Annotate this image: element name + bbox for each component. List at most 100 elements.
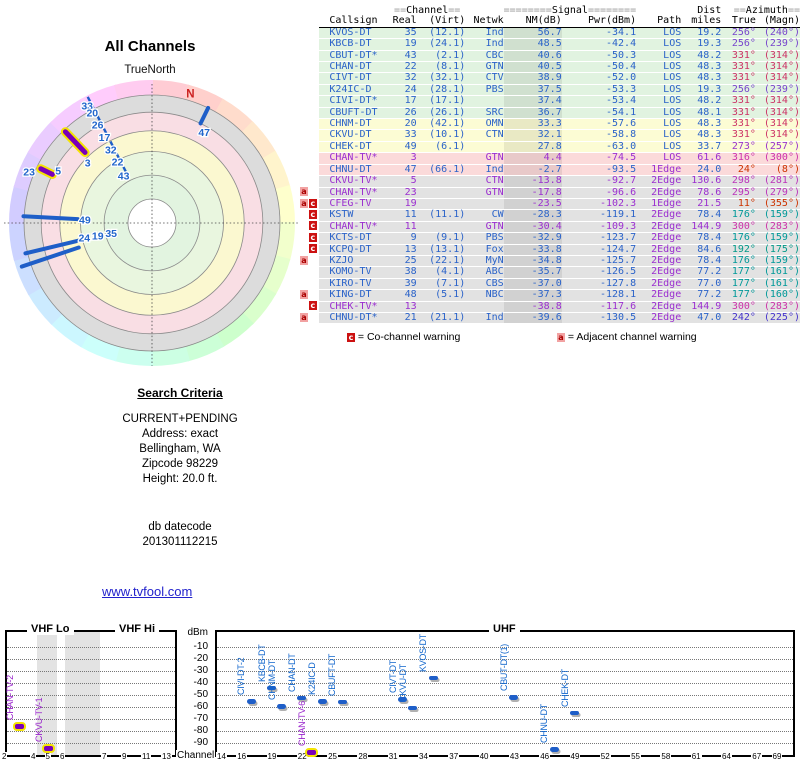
distance-cell: 19.3 [681,84,722,97]
callsign-cell: KZJO [319,255,390,268]
true-azimuth-cell: 192° [721,244,756,256]
adjacent-channel-warning-icon: a [557,332,565,342]
channel-marker-label: CHAN-DT [286,653,297,692]
channel-group-header: ==Channel== [389,5,466,17]
hue-ring-segment [79,84,121,115]
power-dbm-cell: -117.6 [561,301,637,313]
gridline [217,731,793,732]
true-azimuth-cell: 256° [721,84,756,97]
channel-tick-label: 5 [44,752,51,761]
callsign-cell: CIVI-DT* [319,95,390,108]
channel-marker-label: CHAN-TV-6 [296,701,307,746]
warning-cell [308,118,320,130]
radar-channel-label: 3 [85,158,91,170]
distance-cell: 33.7 [681,141,722,154]
co-channel-warning-icon: c [347,332,355,342]
nm-db-cell: 36.7 [503,107,562,120]
channel-tick-label: 22 [296,752,308,761]
channel-marker-label: CHEK-DT [559,668,570,707]
table-header-groups: ==Channel== ========Signal======== Dist … [300,5,800,17]
true-north-label: TrueNorth [124,64,176,76]
adjacent-warning-icon: a [300,187,308,197]
path-cell: LOS [636,84,682,97]
network-cell: ABC [465,266,504,279]
warning-cell [308,312,320,324]
warning-cell [300,61,309,73]
channel-marker [305,748,319,757]
virtual-channel-cell: (42.1) [416,118,466,131]
warning-cell [300,84,309,96]
power-dbm-cell: -54.1 [561,107,637,120]
warning-cell [308,61,320,73]
virtual-channel-cell [416,221,466,234]
callsign-cell: CHAN-DT [319,61,390,74]
channel-marker-label: KVOS-DT [418,633,429,672]
warning-cell [308,266,320,279]
analog-channel-line [38,166,55,177]
virtual-channel-cell: (7.1) [416,278,466,291]
path-cell: 2Edge [636,187,682,199]
warning-cell [300,175,309,187]
callsign-cell: KCTS-DT [319,232,390,245]
channel-marker [277,704,287,709]
power-dbm-cell: -96.6 [561,187,637,199]
path-cell: 2Edge [636,301,682,313]
hue-ring-segment [240,285,277,325]
network-cell [465,301,504,313]
radar-channel-label: 35 [105,228,117,240]
channel-marker [398,697,408,702]
true-azimuth-cell: 331° [721,50,756,63]
magnetic-azimuth-cell: (314°) [755,50,800,63]
distance-cell: 77.2 [681,289,722,302]
tvfool-link[interactable]: www.tvfool.com [102,584,193,599]
magnetic-azimuth-cell: (225°) [755,312,800,325]
path-cell: 2Edge [636,289,682,302]
channel-marker-label: CHNU-DT [539,704,550,744]
hue-ring-segment [27,285,64,325]
true-azimuth-cell: 331° [721,95,756,108]
nm-db-cell: -2.7 [503,164,562,177]
channel-tick-label: 40 [478,752,490,761]
nm-db-cell: -32.9 [503,232,562,245]
warning-cell [300,27,309,39]
magnetic-azimuth-cell: (281°) [755,175,800,188]
warning-cell [308,289,320,302]
nm-db-cell: 56.7 [503,27,562,40]
channel-tick-label: 14 [216,752,227,761]
channel-tick [90,103,95,109]
channel-marker-label: CKVU-TV-1 [33,697,44,743]
nm-db-cell: -23.5 [503,198,562,211]
radar-channel-label: 49 [79,215,91,227]
channel-marker [42,744,55,753]
channel-marker [408,705,418,711]
dbm-tick-label: -30 [193,665,208,676]
callsign-cell: CIVT-DT [319,73,390,85]
path-cell: LOS [636,141,682,154]
virtual-channel-cell: (22.1) [416,255,466,268]
path-cell: 2Edge [636,232,682,245]
path-cell: LOS [636,107,682,120]
network-cell: GTN [465,61,504,74]
virtual-channel-cell [416,152,466,165]
network-cell: MyN [465,255,504,268]
path-cell: LOS [636,38,682,51]
callsign-cell: CHNM-DT [319,118,390,131]
table-row: a KING-DT 48 (5.1) NBC -37.3 -128.1 2Edge 77.2 17… [300,289,800,302]
channel-tick-label: 2 [1,752,8,761]
warning-cell [300,107,309,119]
warning-cell [300,164,309,176]
callsign-cell: CHAN-TV* [319,152,390,165]
radar-channel-label: 22 [112,157,124,169]
distance-cell: 24.0 [681,164,722,177]
warning-cell: a [300,187,309,199]
channel-marker-label: CKVU-DT [397,663,408,702]
hue-ring-segment [260,150,291,192]
callsign-cell: CKVU-TV* [319,175,390,188]
warning-cell [300,221,309,233]
nm-db-cell: 33.3 [503,118,562,131]
real-channel-cell: 25 [389,255,417,268]
power-dbm-cell: -109.3 [561,221,637,234]
real-channel-cell: 22 [389,61,417,74]
real-channel-cell: 17 [389,95,417,108]
true-azimuth-cell: 300° [721,221,756,234]
